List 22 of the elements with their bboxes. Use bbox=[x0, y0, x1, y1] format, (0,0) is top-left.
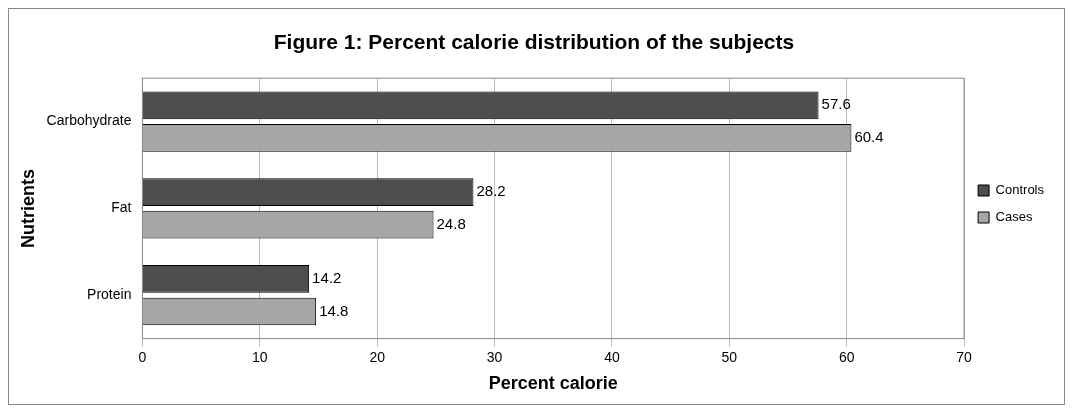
y-tick-label: Carbohydrate bbox=[46, 112, 132, 129]
x-tick-label: 50 bbox=[721, 348, 738, 365]
legend-label: Controls bbox=[995, 182, 1045, 198]
y-tick-label: Fat bbox=[111, 199, 132, 216]
x-axis-title: Percent calorie bbox=[488, 373, 618, 394]
data-label: 24.8 bbox=[436, 214, 466, 232]
x-tick-label: 20 bbox=[369, 348, 386, 365]
data-label: 60.4 bbox=[854, 128, 884, 146]
x-tick-label: 70 bbox=[956, 348, 973, 365]
data-label: 14.8 bbox=[319, 301, 349, 319]
data-label: 57.6 bbox=[821, 95, 851, 113]
y-axis-title: Nutrients bbox=[17, 168, 38, 248]
chart-title: Figure 1: Percent calorie distribution of the subjects bbox=[273, 30, 795, 54]
x-tick-label: 10 bbox=[252, 348, 268, 365]
x-tick-label: 0 bbox=[138, 348, 147, 365]
x-tick-label: 60 bbox=[838, 348, 855, 365]
x-tick-label: 40 bbox=[604, 348, 620, 365]
data-label: 14.2 bbox=[312, 269, 342, 287]
data-label: 28.2 bbox=[476, 182, 506, 200]
y-tick-label: Protein bbox=[87, 286, 132, 303]
x-tick-label: 30 bbox=[486, 348, 503, 365]
legend-label: Cases bbox=[995, 209, 1033, 225]
